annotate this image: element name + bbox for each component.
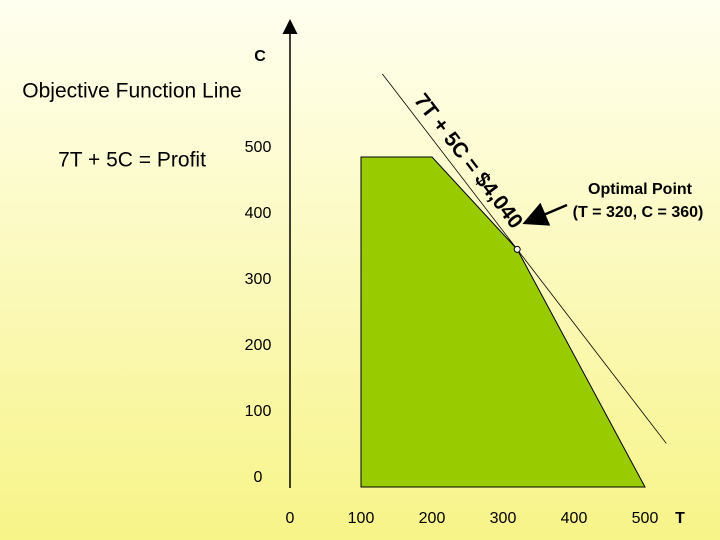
annotation-title: Optimal Point bbox=[588, 181, 693, 198]
x-tick-label: 500 bbox=[632, 510, 659, 527]
y-tick-label: 200 bbox=[245, 337, 272, 354]
y-axis-label: C bbox=[254, 48, 266, 65]
optimal-point bbox=[513, 245, 521, 253]
annotation-label: (T = 320, C = 360) bbox=[573, 204, 704, 221]
x-tick-label: 0 bbox=[286, 510, 295, 527]
objective-line bbox=[381, 73, 667, 444]
left-text: 7T + 5C = Profit bbox=[58, 149, 206, 172]
x-tick-label: 300 bbox=[490, 510, 517, 527]
y-tick-label: 0 bbox=[254, 469, 263, 486]
y-tick-label: 500 bbox=[245, 139, 272, 156]
y-tick-label: 400 bbox=[245, 205, 272, 222]
left-text: Objective Function Line bbox=[22, 80, 241, 103]
x-tick-label: 200 bbox=[419, 510, 446, 527]
feasible-region bbox=[360, 156, 646, 488]
x-tick-label: 400 bbox=[561, 510, 588, 527]
annotation-arrow bbox=[522, 202, 568, 226]
y-tick-label: 100 bbox=[245, 403, 272, 420]
y-tick-label: 300 bbox=[245, 271, 272, 288]
x-axis-label: T bbox=[675, 510, 685, 527]
x-tick-label: 100 bbox=[348, 510, 375, 527]
